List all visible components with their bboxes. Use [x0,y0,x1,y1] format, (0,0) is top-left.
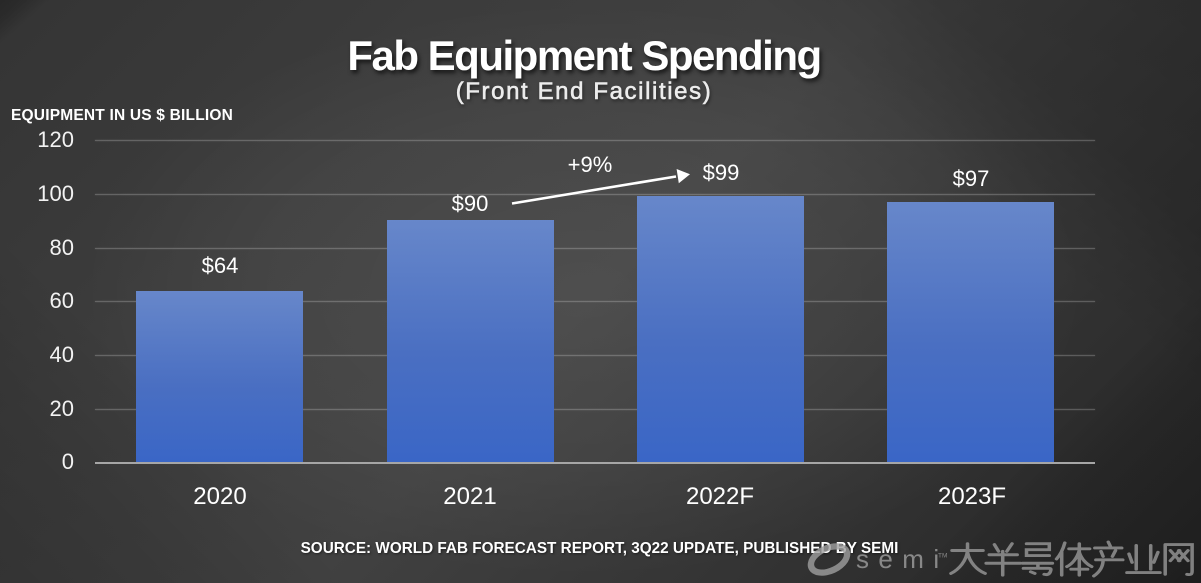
svg-text:TM: TM [938,553,947,560]
svg-text:semi: semi [856,544,949,574]
